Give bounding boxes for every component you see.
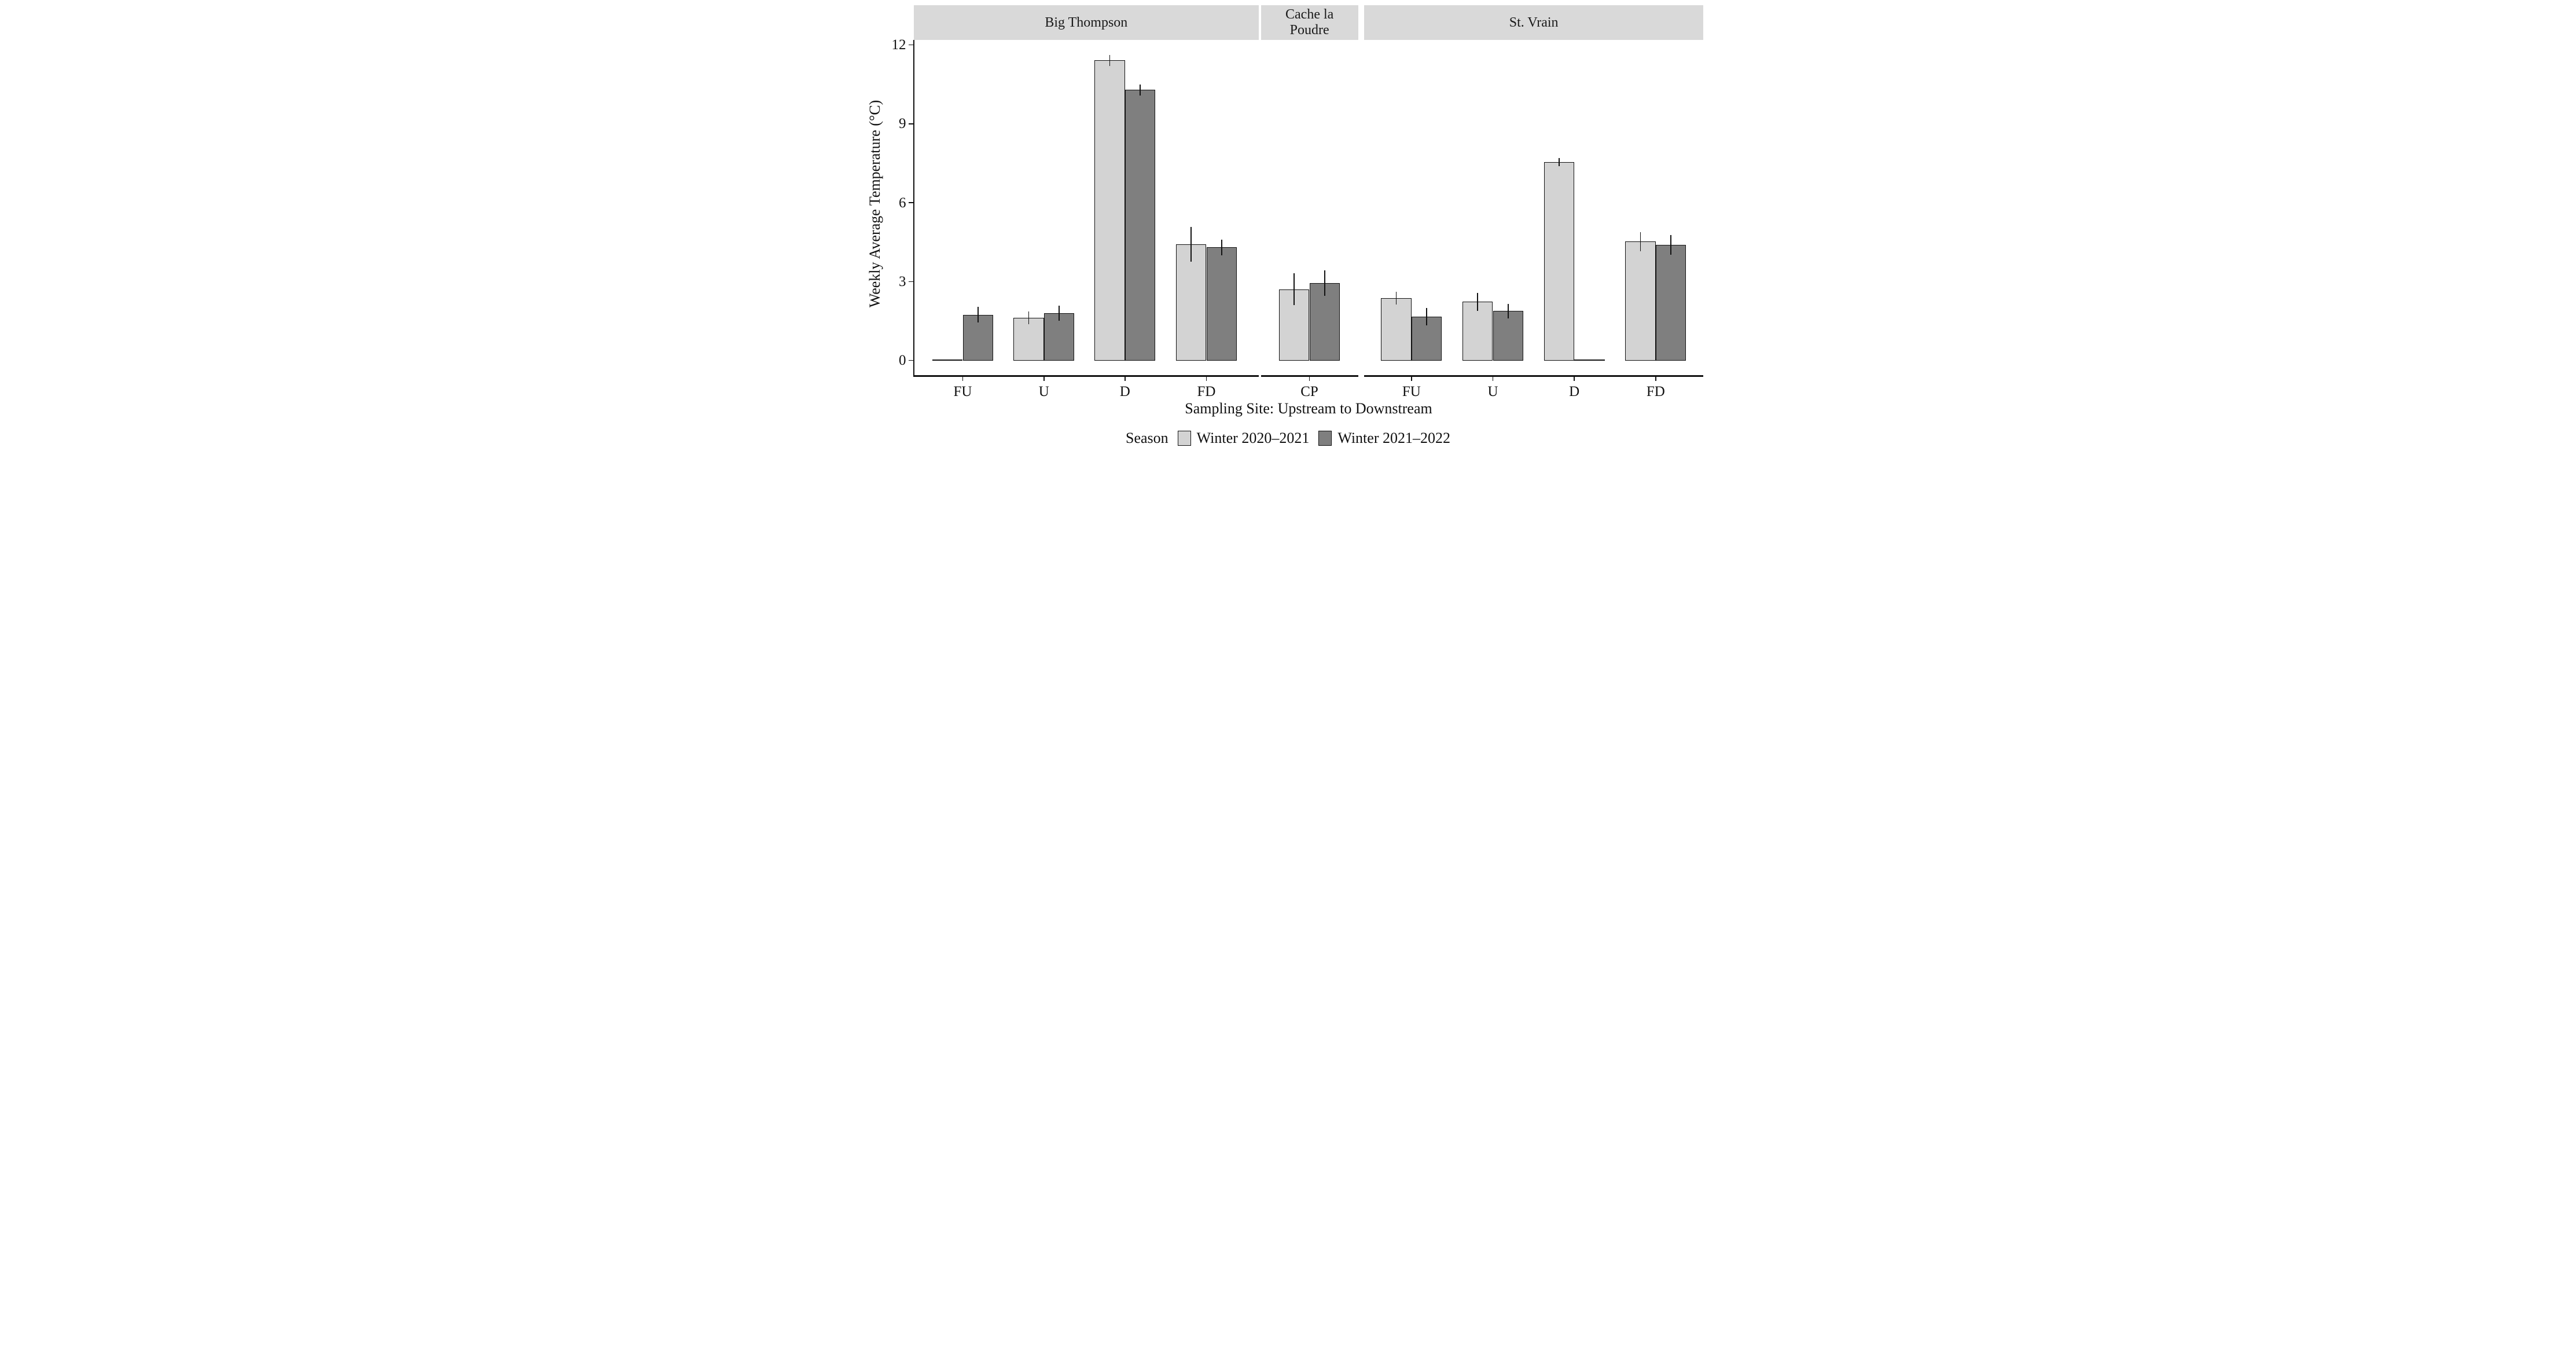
- bar: [1125, 90, 1156, 361]
- x-tick-label: U: [1038, 383, 1049, 399]
- y-tick: [908, 202, 913, 203]
- y-tick: [908, 44, 913, 46]
- legend-item: Winter 2021–2022: [1318, 430, 1450, 447]
- error-bar: [1059, 305, 1060, 321]
- bar: [1175, 244, 1207, 361]
- y-tick: [908, 281, 913, 283]
- error-bar: [1559, 157, 1560, 167]
- error-bar: [978, 307, 979, 323]
- facet-strip-label: Big Thompson: [1045, 14, 1128, 30]
- x-tick-label: D: [1119, 383, 1130, 399]
- y-axis-line: [913, 40, 914, 377]
- x-tick: [1125, 376, 1126, 381]
- x-tick-label: FU: [1402, 383, 1421, 399]
- x-tick-label: FU: [953, 383, 972, 399]
- bar: [1544, 162, 1575, 361]
- x-tick: [1655, 376, 1656, 381]
- y-tick-label: 6: [899, 195, 906, 211]
- x-tick-label: CP: [1300, 383, 1318, 399]
- error-bar: [1324, 270, 1325, 296]
- bar: [1655, 244, 1686, 361]
- x-tick-label: U: [1487, 383, 1498, 399]
- bar: [1013, 318, 1044, 361]
- facet-strip-label: St. Vrain: [1509, 14, 1559, 30]
- x-tick-label: FD: [1646, 383, 1665, 399]
- x-tick: [1574, 376, 1575, 381]
- x-tick: [1206, 376, 1207, 381]
- y-tick-label: 9: [899, 116, 906, 132]
- x-tick-label: FD: [1197, 383, 1216, 399]
- y-tick-label: 3: [899, 273, 906, 289]
- error-bar: [1109, 55, 1111, 66]
- error-bar: [1190, 227, 1192, 262]
- x-tick: [1043, 376, 1045, 381]
- x-tick: [1411, 376, 1412, 381]
- facet-strip: Big Thompson: [913, 5, 1259, 41]
- legend-item-label: Winter 2020–2021: [1196, 430, 1310, 446]
- y-tick: [908, 360, 913, 361]
- legend: Season Winter 2020–2021 Winter 2021–2022: [859, 430, 1718, 447]
- bar: [1381, 298, 1412, 361]
- error-bar: [1477, 292, 1478, 311]
- x-axis-line: [1364, 375, 1704, 377]
- error-bar: [1028, 311, 1030, 325]
- facet-strip: Cache la Poudre: [1261, 5, 1358, 41]
- bar: [1206, 247, 1237, 361]
- legend-title: Season: [1126, 430, 1168, 446]
- y-tick-label: 0: [899, 353, 906, 369]
- error-bar: [1140, 84, 1141, 96]
- bar: [1309, 283, 1340, 361]
- error-bar: [1670, 234, 1671, 255]
- legend-item: Winter 2020–2021: [1177, 430, 1310, 447]
- error-bar: [1395, 291, 1397, 305]
- facet-strip: St. Vrain: [1364, 5, 1704, 41]
- bar: [1625, 241, 1656, 361]
- plot-area: 0 3 6 9 12 Big Thompson FU U D FD Cache la Poudre CP…: [859, 0, 1718, 452]
- bar: [1493, 311, 1524, 361]
- faceted-bar-chart: Weekly Average Temperature (°C) 0 3 6 9 12 Bi…: [858, 0, 1718, 452]
- x-axis-line: [1261, 375, 1358, 377]
- bar: [1043, 313, 1075, 361]
- error-bar: [1221, 240, 1222, 255]
- legend-item-label: Winter 2021–2022: [1337, 430, 1450, 446]
- error-bar: [1640, 232, 1641, 251]
- y-tick: [908, 123, 913, 124]
- x-axis-title: Sampling Site: Upstream to Downstream: [1185, 400, 1432, 417]
- bar: [1094, 60, 1125, 361]
- x-tick: [1309, 376, 1310, 381]
- bar: [1462, 301, 1493, 361]
- season-2021-2022-swatch-icon: [1318, 431, 1332, 446]
- error-bar: [1508, 303, 1509, 318]
- x-axis-line: [913, 375, 1259, 377]
- error-bar: [1293, 273, 1295, 305]
- facet-strip-label: Cache la Poudre: [1285, 7, 1334, 38]
- x-tick: [1492, 376, 1494, 381]
- x-tick-label: D: [1569, 383, 1580, 399]
- y-tick-label: 12: [891, 37, 906, 53]
- x-tick: [962, 376, 964, 381]
- zero-bar-line: [932, 359, 963, 361]
- zero-bar-line: [1574, 359, 1605, 361]
- error-bar: [1426, 307, 1427, 326]
- season-2020-2021-swatch-icon: [1177, 431, 1191, 446]
